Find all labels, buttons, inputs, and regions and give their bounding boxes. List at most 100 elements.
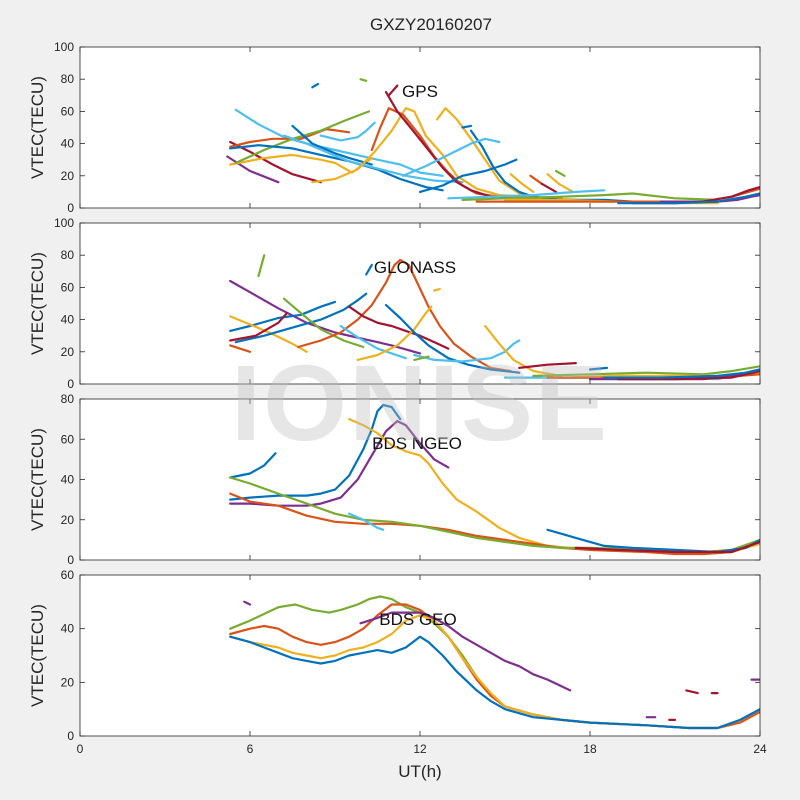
x-tick-label: 6: [247, 742, 254, 756]
panel-annotation: BDS GEO: [379, 610, 456, 629]
series-line: [484, 324, 563, 377]
series-group: [229, 403, 760, 556]
series-line: [574, 540, 760, 554]
series-line: [243, 600, 252, 606]
y-tick-label: 80: [61, 392, 75, 406]
series-line: [229, 279, 422, 355]
y-tick-label: 60: [61, 280, 75, 294]
y-tick-label: 20: [61, 345, 75, 359]
series-line: [282, 297, 365, 349]
y-axis-label: VTEC(TECU): [28, 428, 47, 531]
y-tick-label: 60: [61, 104, 75, 118]
series-line: [461, 192, 719, 201]
panel-1: 0 20 40 60 80 100 VTEC(TECU) GPS: [28, 40, 761, 215]
y-tick-label: 20: [61, 513, 75, 527]
series-line: [461, 124, 473, 129]
series-line: [617, 192, 760, 205]
y-axis-label: VTEC(TECU): [28, 76, 47, 179]
x-tick-label: 18: [583, 742, 597, 756]
series-line: [257, 254, 266, 278]
series-line: [588, 366, 609, 371]
series-line: [365, 263, 373, 276]
series-line: [226, 155, 280, 184]
series-line: [603, 368, 760, 379]
series-line: [229, 403, 402, 501]
x-tick-label: 12: [413, 742, 427, 756]
series-line: [229, 300, 337, 332]
panel-4: 0 20 40 60 0 6 12 18 24 VTEC(TECU) BDS GEO: [28, 568, 767, 756]
plot-area: [80, 223, 760, 384]
series-line: [348, 512, 385, 531]
y-tick-label: 100: [54, 216, 74, 230]
series-line: [229, 420, 450, 507]
x-tick-label: 24: [753, 742, 767, 756]
series-line: [359, 78, 368, 82]
series-line: [229, 452, 277, 479]
plot-area: [80, 399, 760, 560]
plot-area: [80, 47, 760, 208]
series-line: [418, 158, 518, 193]
series-line: [234, 108, 444, 177]
y-tick-label: 40: [61, 622, 75, 636]
panel-annotation: BDS NGEO: [372, 434, 462, 453]
series-line: [413, 339, 521, 363]
y-tick-label: 0: [67, 729, 74, 743]
series-line: [234, 110, 371, 164]
x-tick-label: 0: [77, 742, 84, 756]
series-line: [401, 137, 501, 177]
series-line: [319, 121, 376, 142]
series-line: [546, 528, 760, 554]
panel-2: 0 20 40 60 80 100 VTEC(TECU) GLONASS: [28, 216, 761, 391]
series-line: [348, 305, 450, 350]
series-line: [518, 362, 577, 369]
y-tick-label: 0: [67, 553, 74, 567]
series-line: [291, 124, 373, 166]
series-line: [384, 304, 521, 374]
series-line: [234, 292, 368, 344]
series-line: [413, 355, 430, 361]
y-tick-label: 20: [61, 675, 75, 689]
x-axis-label: UT(h): [398, 762, 441, 781]
series-line: [229, 128, 351, 148]
series-group: [226, 78, 760, 205]
panel-annotation: GPS: [402, 82, 438, 101]
series-line: [685, 689, 699, 695]
series-line: [359, 611, 572, 692]
series-line: [532, 365, 760, 377]
figure-title: GXZY20160207: [370, 15, 492, 34]
series-line: [387, 84, 399, 97]
y-tick-label: 0: [67, 377, 74, 391]
y-tick-label: 20: [61, 169, 75, 183]
y-tick-label: 0: [67, 201, 74, 215]
y-axis-label: VTEC(TECU): [28, 252, 47, 355]
series-line: [297, 258, 512, 373]
series-line: [339, 324, 407, 360]
y-tick-label: 40: [61, 137, 75, 151]
series-line: [229, 312, 288, 342]
panel-3: 0 20 40 60 80 VTEC(TECU) BDS NGEO: [28, 392, 761, 567]
series-line: [509, 173, 535, 193]
series-line: [229, 492, 760, 556]
plot-area: [80, 575, 760, 736]
y-tick-label: 60: [61, 432, 75, 446]
y-tick-label: 80: [61, 248, 75, 262]
series-group: [229, 595, 760, 730]
series-line: [554, 169, 566, 177]
series-line: [540, 182, 558, 193]
series-line: [617, 370, 760, 381]
series-line: [229, 635, 760, 730]
series-line: [311, 82, 320, 89]
y-tick-label: 80: [61, 72, 75, 86]
series-line: [311, 107, 535, 198]
series-line: [447, 189, 606, 200]
series-line: [229, 344, 252, 353]
y-tick-label: 40: [61, 313, 75, 327]
series-line: [546, 173, 575, 193]
series-group: [229, 254, 760, 381]
y-tick-label: 60: [61, 568, 75, 582]
series-line: [433, 287, 441, 292]
y-tick-label: 40: [61, 473, 75, 487]
series-line: [229, 140, 322, 184]
